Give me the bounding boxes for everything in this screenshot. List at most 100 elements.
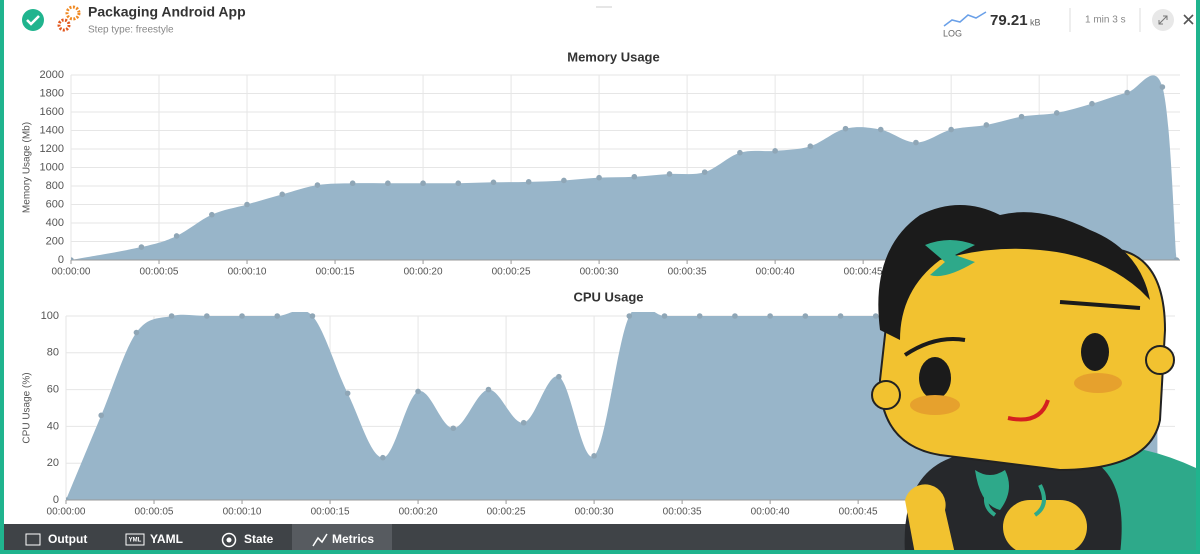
step-subtitle: Step type: freestyle	[88, 25, 174, 36]
y-tick-label: 1400	[40, 124, 64, 136]
y-tick-label: 80	[47, 347, 59, 359]
y-tick-label: 60	[47, 384, 59, 396]
point	[244, 201, 250, 208]
status-icon	[22, 9, 44, 31]
step-title: Packaging Android App	[88, 4, 246, 20]
x-tick-label: 00:00:10	[228, 267, 267, 278]
point	[173, 233, 180, 239]
point	[842, 125, 849, 132]
point	[626, 313, 633, 319]
point	[877, 126, 884, 133]
x-tick-label: 00:00:00	[52, 267, 91, 278]
point	[380, 454, 386, 461]
point	[274, 313, 281, 319]
point	[666, 171, 673, 177]
point	[631, 173, 638, 180]
y-tick-label: 1800	[40, 87, 64, 99]
point	[837, 313, 844, 319]
area	[71, 75, 1177, 260]
point	[279, 191, 286, 198]
x-tick-label: 00:00:40	[756, 267, 795, 278]
frame: Packaging Android App Step type: freesty…	[4, 0, 1196, 550]
y-tick-label: 40	[47, 420, 59, 432]
x-tick-label: 00:00:25	[487, 507, 526, 518]
point	[913, 139, 919, 146]
point	[701, 169, 708, 175]
point	[556, 373, 562, 380]
x-tick-label: 00:00:35	[663, 507, 702, 518]
point	[344, 390, 351, 397]
point	[66, 497, 69, 500]
point	[737, 149, 743, 156]
x-tick-label: 00:00:05	[135, 507, 174, 518]
point	[204, 313, 210, 319]
x-tick-label: 00:00:45	[844, 267, 883, 278]
point	[133, 329, 140, 336]
y-tick-label: 600	[46, 198, 64, 210]
point	[314, 182, 321, 188]
point	[696, 313, 703, 319]
point	[1053, 110, 1060, 116]
point	[455, 180, 462, 187]
y-axis-label: CPU Usage (%)	[22, 372, 33, 443]
tab-icon	[221, 532, 237, 548]
tab[interactable]: State	[244, 532, 274, 546]
x-tick-label: 00:00:40	[751, 507, 790, 518]
y-axis-label: Memory Usage (Mb)	[22, 122, 33, 213]
x-tick-label: 00:00:30	[580, 267, 619, 278]
markers	[71, 84, 1180, 260]
point	[1173, 257, 1180, 260]
point	[767, 313, 773, 319]
y-tick-label: 200	[46, 235, 64, 247]
y-tick-label: 2000	[40, 69, 64, 81]
point	[415, 388, 421, 395]
x-tick-label: 00:00:45	[839, 507, 878, 518]
point	[138, 244, 145, 250]
point	[1018, 113, 1025, 120]
x-tick-label: 00:00:30	[575, 507, 614, 518]
chart: Memory Usage Memory Usage (Mb) 0 200 400 600 8…	[22, 49, 1180, 278]
point	[1124, 89, 1130, 96]
tab-icon	[226, 537, 232, 543]
tab[interactable]: Metrics	[332, 532, 374, 546]
tab[interactable]: YAML	[150, 532, 183, 546]
point	[591, 453, 597, 459]
point	[561, 177, 567, 184]
x-tick-label: 00:00:20	[399, 507, 438, 518]
check	[26, 15, 40, 26]
tab[interactable]: Output	[48, 532, 87, 546]
point	[948, 126, 954, 133]
y-tick-label: 1200	[40, 143, 64, 155]
mascot	[871, 205, 1196, 550]
x-tick-label: 00:00:00	[47, 507, 86, 518]
log-unit: kB	[1030, 17, 1041, 27]
point	[772, 148, 778, 154]
screen: Packaging Android App Step type: freesty…	[4, 4, 1196, 550]
y-tick-label: 0	[53, 494, 59, 506]
point	[209, 211, 215, 218]
point	[420, 180, 426, 187]
point	[802, 313, 809, 319]
y-tick-label: 1000	[40, 161, 64, 173]
tab-icon-text: YML	[129, 538, 142, 544]
point	[807, 143, 814, 150]
x-tick-label: 00:00:15	[311, 507, 350, 518]
point	[983, 122, 990, 128]
point	[1089, 100, 1095, 107]
point	[168, 313, 175, 319]
point	[525, 179, 532, 185]
x-tick-label: 00:00:20	[404, 267, 443, 278]
x-tick-label: 00:00:15	[316, 267, 355, 278]
y-tick-label: 1600	[40, 106, 64, 118]
y-tick-label: 400	[46, 217, 64, 229]
y-tick-label: 800	[46, 180, 64, 192]
tab-icon	[25, 533, 41, 546]
point	[485, 386, 492, 393]
chart-title: CPU Usage	[573, 289, 643, 304]
gear-icon	[65, 5, 81, 21]
close-button[interactable]	[1183, 14, 1194, 25]
point	[1159, 84, 1166, 90]
sparkline	[943, 11, 987, 27]
point	[309, 313, 316, 319]
